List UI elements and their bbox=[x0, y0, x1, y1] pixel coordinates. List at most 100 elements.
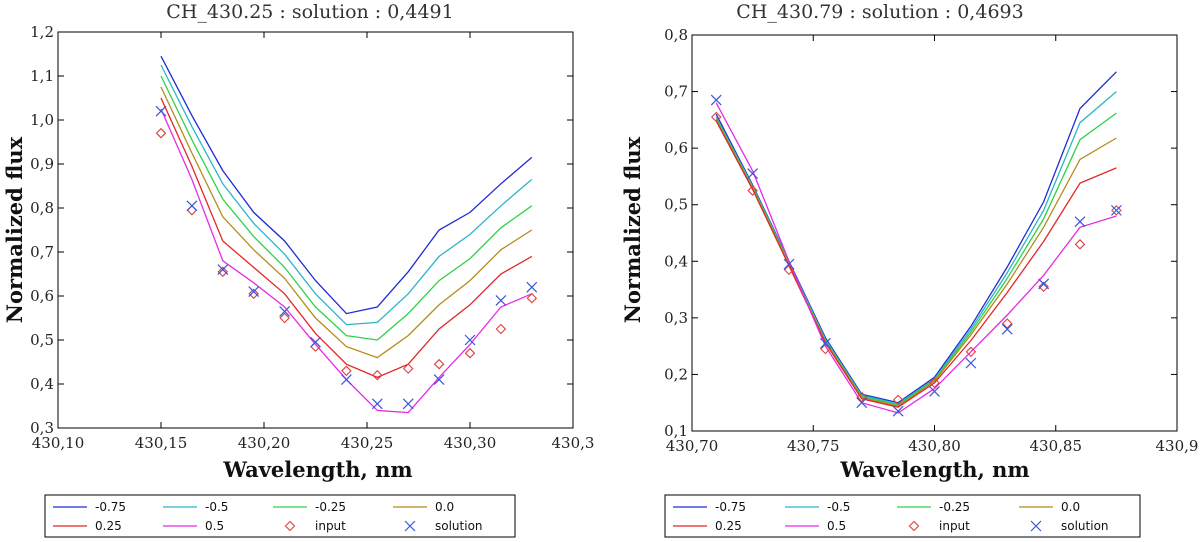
legend-swatch-cross bbox=[1030, 520, 1042, 532]
legend-label: -0.5 bbox=[827, 500, 850, 514]
series-line-0.0 bbox=[715, 119, 1117, 407]
input-point bbox=[1038, 281, 1049, 293]
x-tick-label: 430,80 bbox=[908, 437, 961, 455]
input-point bbox=[495, 323, 507, 335]
y-tick-label: 0,1 bbox=[664, 422, 688, 440]
plot-frame bbox=[57, 31, 574, 429]
y-axis-label: Normalized flux bbox=[620, 136, 645, 323]
y-tick-label: 0,5 bbox=[664, 196, 688, 214]
input-point bbox=[279, 312, 290, 324]
input-point bbox=[820, 343, 831, 355]
y-axis-label: Normalized flux bbox=[2, 136, 27, 323]
chart-title: CH_430.25 : solution : 0,4491 bbox=[166, 1, 453, 23]
legend-label: 0.0 bbox=[1061, 500, 1080, 514]
input-point bbox=[1111, 205, 1122, 216]
series-line--0.5 bbox=[160, 64, 533, 326]
legend-swatch-diamond bbox=[908, 520, 920, 532]
y-tick-label: 0,6 bbox=[664, 139, 688, 157]
solution-point bbox=[965, 357, 977, 369]
legend-label: -0.5 bbox=[205, 500, 228, 514]
legend-label: 0.5 bbox=[827, 519, 846, 533]
solution-point bbox=[929, 385, 940, 397]
input-point bbox=[892, 394, 904, 406]
solution-point bbox=[279, 305, 291, 317]
y-tick-label: 0,5 bbox=[30, 331, 54, 349]
solution-point bbox=[155, 105, 167, 117]
legend-label: input bbox=[315, 519, 346, 533]
y-tick-label: 0,3 bbox=[30, 419, 54, 437]
x-tick-label: 430,15 bbox=[135, 434, 188, 452]
legend-swatch-diamond bbox=[284, 520, 296, 532]
input-point bbox=[186, 204, 198, 216]
solution-point bbox=[464, 334, 476, 346]
input-point bbox=[856, 391, 868, 403]
solution-point bbox=[186, 200, 198, 212]
series-line-0.25 bbox=[160, 97, 533, 379]
solution-point bbox=[310, 336, 321, 348]
input-point bbox=[372, 369, 383, 381]
plot-frame bbox=[691, 34, 1178, 432]
input-point bbox=[217, 266, 229, 278]
legend-label: -0.25 bbox=[939, 500, 970, 514]
solution-point bbox=[1038, 278, 1050, 290]
series-line-0.25 bbox=[715, 120, 1117, 408]
series-line--0.75 bbox=[160, 55, 533, 315]
input-point bbox=[248, 288, 259, 300]
series-line-0.5 bbox=[715, 102, 1117, 414]
input-point bbox=[965, 346, 977, 358]
legend-box bbox=[664, 494, 1141, 538]
input-point bbox=[433, 358, 445, 370]
input-point bbox=[783, 264, 795, 276]
x-tick-label: 430,3 bbox=[552, 434, 595, 452]
series-line--0.25 bbox=[160, 75, 533, 341]
input-point bbox=[155, 127, 167, 139]
y-tick-label: 0,4 bbox=[664, 252, 688, 270]
solution-point bbox=[433, 374, 445, 386]
chart-title: CH_430.79 : solution : 0,4693 bbox=[736, 1, 1023, 23]
series-line-0.0 bbox=[160, 86, 533, 359]
x-tick-label: 430,70 bbox=[666, 437, 719, 455]
solution-point bbox=[856, 397, 868, 409]
y-tick-label: 0,2 bbox=[664, 365, 688, 383]
solution-point bbox=[710, 94, 722, 106]
solution-point bbox=[340, 374, 352, 386]
solution-point bbox=[747, 168, 759, 180]
x-tick-label: 430,30 bbox=[444, 434, 497, 452]
y-tick-label: 0,7 bbox=[664, 83, 688, 101]
legend-label: -0.75 bbox=[95, 500, 126, 514]
legend-box bbox=[44, 494, 516, 538]
y-tick-label: 0,9 bbox=[30, 155, 54, 173]
legend-label: 0.25 bbox=[95, 519, 122, 533]
solution-point bbox=[819, 337, 831, 349]
x-tick-label: 430,9 bbox=[1156, 437, 1199, 455]
x-tick-label: 430,25 bbox=[341, 434, 394, 452]
solution-point bbox=[1001, 323, 1013, 335]
y-tick-label: 1,0 bbox=[30, 111, 54, 129]
solution-point bbox=[495, 294, 507, 306]
solution-point bbox=[526, 281, 538, 293]
input-point bbox=[402, 363, 414, 374]
legend-label: input bbox=[939, 519, 970, 533]
solution-point bbox=[783, 258, 795, 270]
y-tick-label: 1,1 bbox=[30, 67, 54, 85]
x-axis-label: Wavelength, nm bbox=[839, 457, 1029, 482]
legend-label: -0.25 bbox=[315, 500, 346, 514]
legend-label: 0.25 bbox=[715, 519, 742, 533]
solution-point bbox=[248, 286, 260, 298]
input-point bbox=[710, 111, 722, 123]
legend-label: -0.75 bbox=[715, 500, 746, 514]
legend-label: solution bbox=[1061, 519, 1109, 533]
solution-point bbox=[1074, 216, 1086, 228]
input-point bbox=[464, 347, 476, 359]
solution-point bbox=[371, 398, 383, 410]
input-point bbox=[747, 185, 758, 196]
input-point bbox=[526, 292, 538, 304]
solution-point bbox=[217, 264, 229, 276]
input-point bbox=[1001, 318, 1013, 329]
legend-swatch-cross bbox=[404, 520, 416, 532]
y-tick-label: 0,4 bbox=[30, 375, 54, 393]
x-tick-label: 430,85 bbox=[1030, 437, 1083, 455]
solution-point bbox=[402, 398, 414, 410]
chart-ch-430-25: CH_430.25 : solution : 0,4491 Wavelength… bbox=[2, 1, 595, 538]
